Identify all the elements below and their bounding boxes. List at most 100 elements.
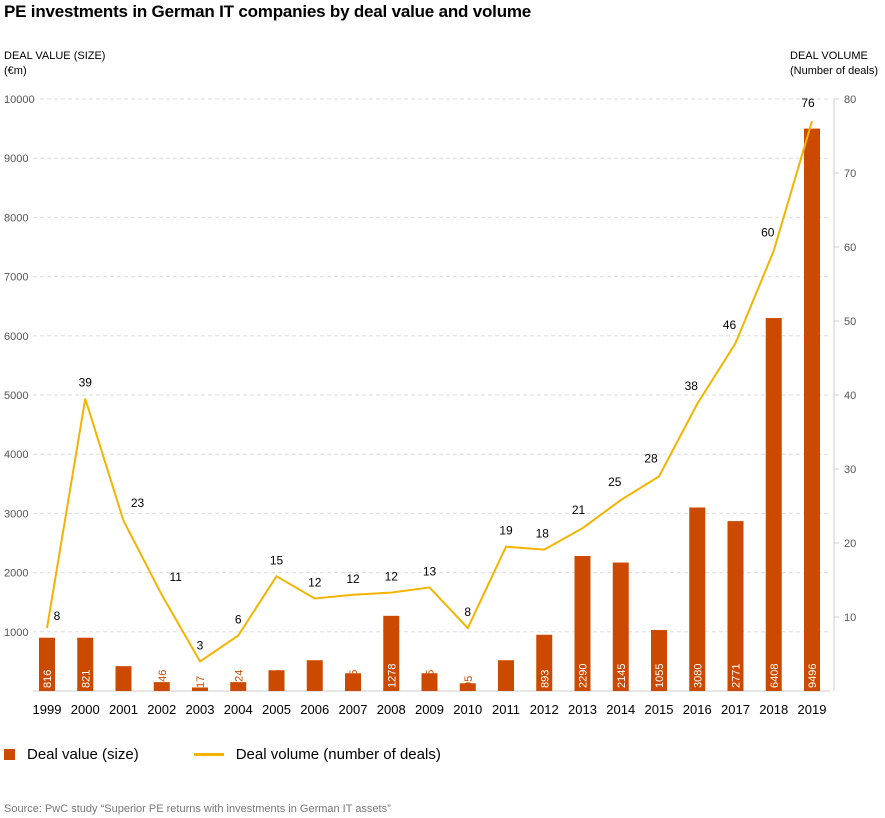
y-left-tick-label: 9000: [4, 153, 28, 165]
bar: [345, 673, 361, 691]
x-tick-label: 2008: [377, 702, 406, 717]
bar-value-label: 353: [119, 670, 131, 688]
y-left-tick-label: 4000: [4, 449, 28, 461]
bar: [39, 637, 55, 691]
bar-value-label: 146: [157, 670, 169, 688]
y-right-tick-label: 50: [844, 316, 856, 328]
y-left-tick-label: 2000: [4, 568, 28, 580]
line-value-label: 11: [170, 570, 183, 584]
line-value-label: 12: [385, 570, 399, 584]
source-note: Source: PwC study “Superior PE returns w…: [4, 803, 391, 815]
x-tick-label: 2006: [300, 702, 329, 717]
bar-value-label: 95: [463, 676, 475, 688]
y-left-tick-label: 1000: [4, 627, 28, 639]
bar: [306, 660, 323, 691]
x-tick-label: 2016: [683, 702, 712, 717]
y-left-tick-label: 7000: [4, 272, 28, 284]
x-tick-label: 2000: [71, 702, 100, 717]
legend-bar-label: Deal value (size): [27, 746, 139, 763]
x-tick-label: 2018: [759, 702, 788, 717]
line-value-label: 38: [685, 379, 699, 393]
x-tick-label: 2002: [147, 702, 176, 717]
bar: [727, 521, 744, 691]
line-value-label: 8: [54, 609, 61, 623]
bar: [689, 507, 706, 691]
line-value-label: 6: [235, 613, 242, 627]
bar: [230, 682, 247, 691]
y-right-tick-label: 10: [844, 612, 856, 624]
chart-title: PE investments in German IT companies by…: [4, 2, 532, 21]
bar-value-label: 17: [195, 676, 207, 688]
x-tick-label: 2015: [645, 702, 674, 717]
y-right-tick-label: 20: [844, 538, 856, 550]
bar: [115, 666, 132, 691]
bar: [153, 682, 170, 691]
y-left-tick-label: 10000: [4, 94, 35, 106]
y-left-tick-label: 3000: [4, 508, 28, 520]
x-tick-label: 2010: [453, 702, 482, 717]
bar-value-label: 124: [233, 670, 245, 688]
bar: [612, 562, 629, 691]
bar: [765, 318, 782, 691]
bar: [651, 630, 667, 691]
right-axis-title-line-2: (Number of deals): [790, 65, 879, 77]
bar-value-label: 235: [425, 670, 437, 688]
bar-value-label: 3080: [692, 664, 704, 688]
bar: [574, 556, 591, 691]
x-tick-label: 2017: [721, 702, 750, 717]
line-value-label: 8: [464, 605, 471, 619]
bar-value-label: 1055: [654, 664, 666, 688]
x-tick-label: 2009: [415, 702, 444, 717]
x-tick-label: 2007: [339, 702, 368, 717]
line-value-label: 23: [131, 496, 145, 510]
bar-value-label: 448: [310, 670, 322, 688]
bar-value-label: 266: [272, 670, 284, 688]
left-axis-title-line-1: DEAL VALUE (SIZE): [4, 50, 106, 62]
y-right-tick-label: 40: [844, 390, 856, 402]
volume-line: [46, 120, 813, 663]
bar: [459, 683, 476, 691]
y-right-tick-label: 80: [844, 94, 856, 106]
x-tick-label: 2013: [568, 702, 597, 717]
bar-value-label: 821: [80, 670, 92, 688]
line-value-label: 12: [308, 576, 322, 590]
bar: [192, 687, 208, 691]
line-value-label: 46: [723, 318, 737, 332]
bar-value-label: 2771: [731, 664, 743, 688]
bar: [268, 670, 285, 691]
line-value-label: 39: [79, 376, 93, 390]
bar: [536, 634, 553, 691]
line-value-label: 25: [608, 475, 622, 489]
bar: [383, 615, 400, 691]
bar: [77, 637, 94, 691]
left-axis-title: DEAL VALUE (SIZE) (€m): [4, 49, 105, 79]
x-tick-label: 2004: [224, 702, 253, 717]
line-value-label: 19: [499, 524, 513, 538]
bar-value-label: 893: [539, 670, 551, 688]
line-value-label: 60: [761, 226, 775, 240]
bar-value-label: 245: [348, 670, 360, 688]
x-tick-label: 2019: [798, 702, 827, 717]
line-value-label: 3: [197, 638, 204, 652]
x-tick-label: 2005: [262, 702, 291, 717]
right-axis-title-line-1: DEAL VOLUME: [790, 50, 868, 62]
bar-value-label: 6408: [769, 664, 781, 688]
bar: [804, 128, 820, 692]
legend-item-bar: Deal value (size): [4, 746, 139, 763]
line-value-label: 21: [572, 503, 586, 517]
line-value-label: 28: [644, 451, 658, 465]
left-axis-title-line-2: (€m): [4, 65, 27, 77]
y-right-tick-label: 60: [844, 242, 856, 254]
x-tick-label: 1999: [33, 702, 62, 717]
bar-value-label: 9496: [807, 664, 819, 688]
y-left-tick-label: 6000: [4, 331, 28, 343]
legend-bar-swatch: [4, 749, 15, 760]
combo-chart: 1000 2000 3000 4000 5000 6000 7000 8000 9000 1000…: [4, 94, 856, 717]
y-right-tick-label: 70: [844, 168, 856, 180]
line-value-label: 12: [346, 572, 360, 586]
bar-value-label: 444: [501, 670, 513, 688]
legend-line-label: Deal volume (number of deals): [235, 746, 441, 763]
right-axis-title: DEAL VOLUME (Number of deals): [790, 49, 878, 79]
bar-value-label: 816: [42, 670, 54, 688]
x-tick-label: 2003: [186, 702, 215, 717]
